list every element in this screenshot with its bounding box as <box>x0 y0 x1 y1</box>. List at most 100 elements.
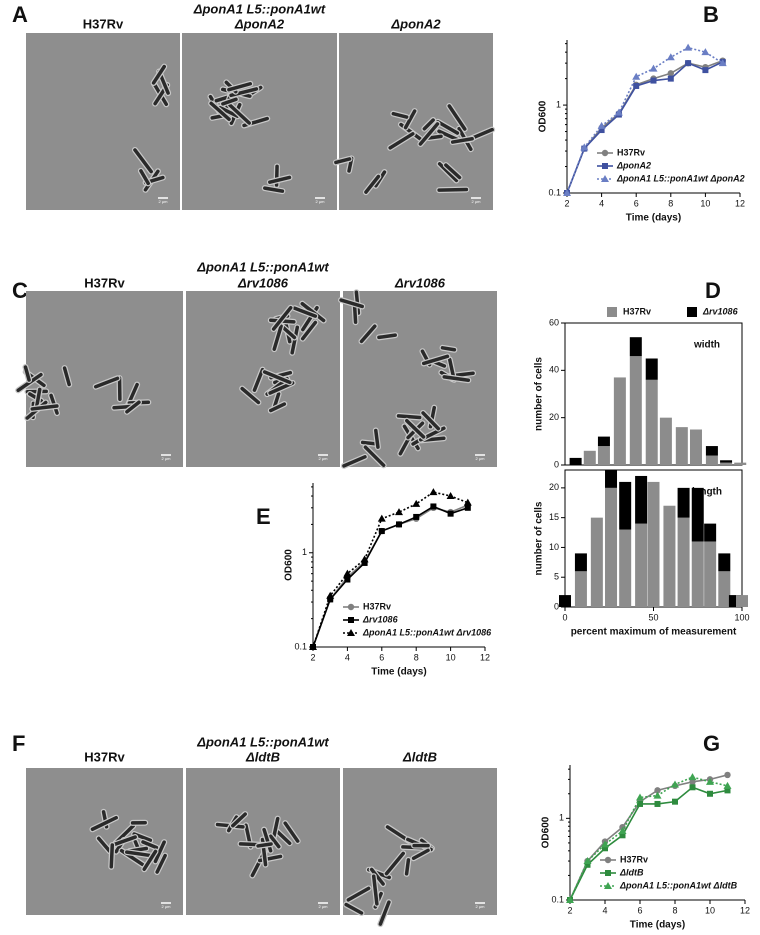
series-line <box>313 505 468 647</box>
cell <box>258 844 271 846</box>
panel-label: G <box>703 731 720 756</box>
y-tick-label: 40 <box>549 365 559 375</box>
cell <box>355 307 356 323</box>
scale-bar-label: 2 μm <box>162 456 172 461</box>
x-tick-label: 50 <box>648 612 658 622</box>
y-tick-label: 60 <box>549 317 559 327</box>
strain-title: Δrv1086 <box>394 275 446 290</box>
strain-title: ΔldtB <box>245 749 280 764</box>
x-tick-label: 0 <box>562 612 567 622</box>
legend-label: H37Rv <box>363 601 391 611</box>
legend-label: ΔponA2 <box>616 160 651 170</box>
marker <box>724 772 730 778</box>
bar <box>720 463 732 465</box>
marker <box>465 505 471 511</box>
micrograph <box>26 291 183 467</box>
legend-label: ΔldtB <box>619 867 644 877</box>
bar <box>570 458 582 465</box>
scale-bar-label: 2 μm <box>319 456 329 461</box>
strain-title: H37Rv <box>84 275 125 290</box>
x-tick-label: 100 <box>734 612 749 622</box>
bar <box>619 530 631 607</box>
marker <box>412 500 420 507</box>
legend-label: H37Rv <box>617 147 645 157</box>
micrograph <box>26 33 180 210</box>
marker <box>602 163 608 169</box>
cell <box>443 348 455 350</box>
x-tick-label: 8 <box>668 198 673 208</box>
y-tick-label: 0.1 <box>551 894 564 904</box>
strain-title: Δrv1086 <box>237 275 289 290</box>
y-tick-label: 0 <box>554 459 559 469</box>
marker <box>690 784 696 790</box>
marker <box>668 76 674 82</box>
marker <box>448 511 454 517</box>
scale-bar-label: 2 μm <box>319 904 329 909</box>
bar <box>678 488 690 518</box>
panel-label: D <box>705 278 721 303</box>
cell <box>111 845 112 867</box>
bar <box>605 470 617 488</box>
panel-label: A <box>12 2 28 27</box>
bar <box>676 427 688 465</box>
panel-label: F <box>12 731 25 756</box>
legend-label: H37Rv <box>620 854 648 864</box>
marker <box>378 515 386 522</box>
marker <box>429 488 437 495</box>
scale-bar-label: 2 μm <box>316 199 326 204</box>
bar <box>734 463 746 465</box>
bar <box>598 437 610 446</box>
bar <box>605 488 617 607</box>
bar <box>575 571 587 607</box>
marker <box>605 870 611 876</box>
y-axis-label: OD600 <box>538 100 549 132</box>
x-tick-label: 12 <box>735 198 745 208</box>
x-tick-label: 4 <box>345 652 350 662</box>
marker <box>668 70 674 76</box>
marker <box>702 67 708 73</box>
y-tick-label: 0.1 <box>548 187 561 197</box>
bar <box>720 460 732 462</box>
x-tick-label: 8 <box>414 652 419 662</box>
marker <box>430 503 436 509</box>
bar <box>619 482 631 530</box>
strain-title: H37Rv <box>83 16 124 31</box>
marker <box>379 528 385 534</box>
bar <box>575 553 587 571</box>
y-tick-label: 0 <box>554 601 559 611</box>
marker <box>672 799 678 805</box>
bar <box>678 518 690 607</box>
x-tick-label: 12 <box>480 652 490 662</box>
x-tick-label: 10 <box>705 905 715 915</box>
bar <box>598 446 610 465</box>
strain-title: ΔponA2 <box>234 16 285 31</box>
scale-bar-label: 2 μm <box>162 904 172 909</box>
bar <box>559 595 571 607</box>
bar <box>718 571 730 607</box>
legend-label: Δrv1086 <box>702 306 739 316</box>
bar <box>704 524 716 542</box>
bar <box>663 506 675 607</box>
bar <box>736 595 748 607</box>
marker <box>707 791 713 797</box>
bar <box>692 488 704 542</box>
strain-title: ΔponA2 <box>390 16 441 31</box>
bar <box>690 430 702 466</box>
marker <box>689 773 697 780</box>
y-tick-label: 0.1 <box>294 641 307 651</box>
marker <box>667 53 675 60</box>
bar <box>630 337 642 356</box>
cell <box>407 860 409 874</box>
x-tick-label: 6 <box>379 652 384 662</box>
panel-label: B <box>703 2 719 27</box>
bar <box>718 553 730 571</box>
marker <box>651 78 657 84</box>
scale-bar-label: 2 μm <box>476 904 486 909</box>
cell <box>439 189 466 190</box>
bar <box>630 356 642 465</box>
bar <box>706 446 718 455</box>
strain-title: H37Rv <box>84 749 125 764</box>
x-tick-label: 4 <box>599 198 604 208</box>
marker <box>348 617 354 623</box>
panel-label: E <box>256 504 271 529</box>
